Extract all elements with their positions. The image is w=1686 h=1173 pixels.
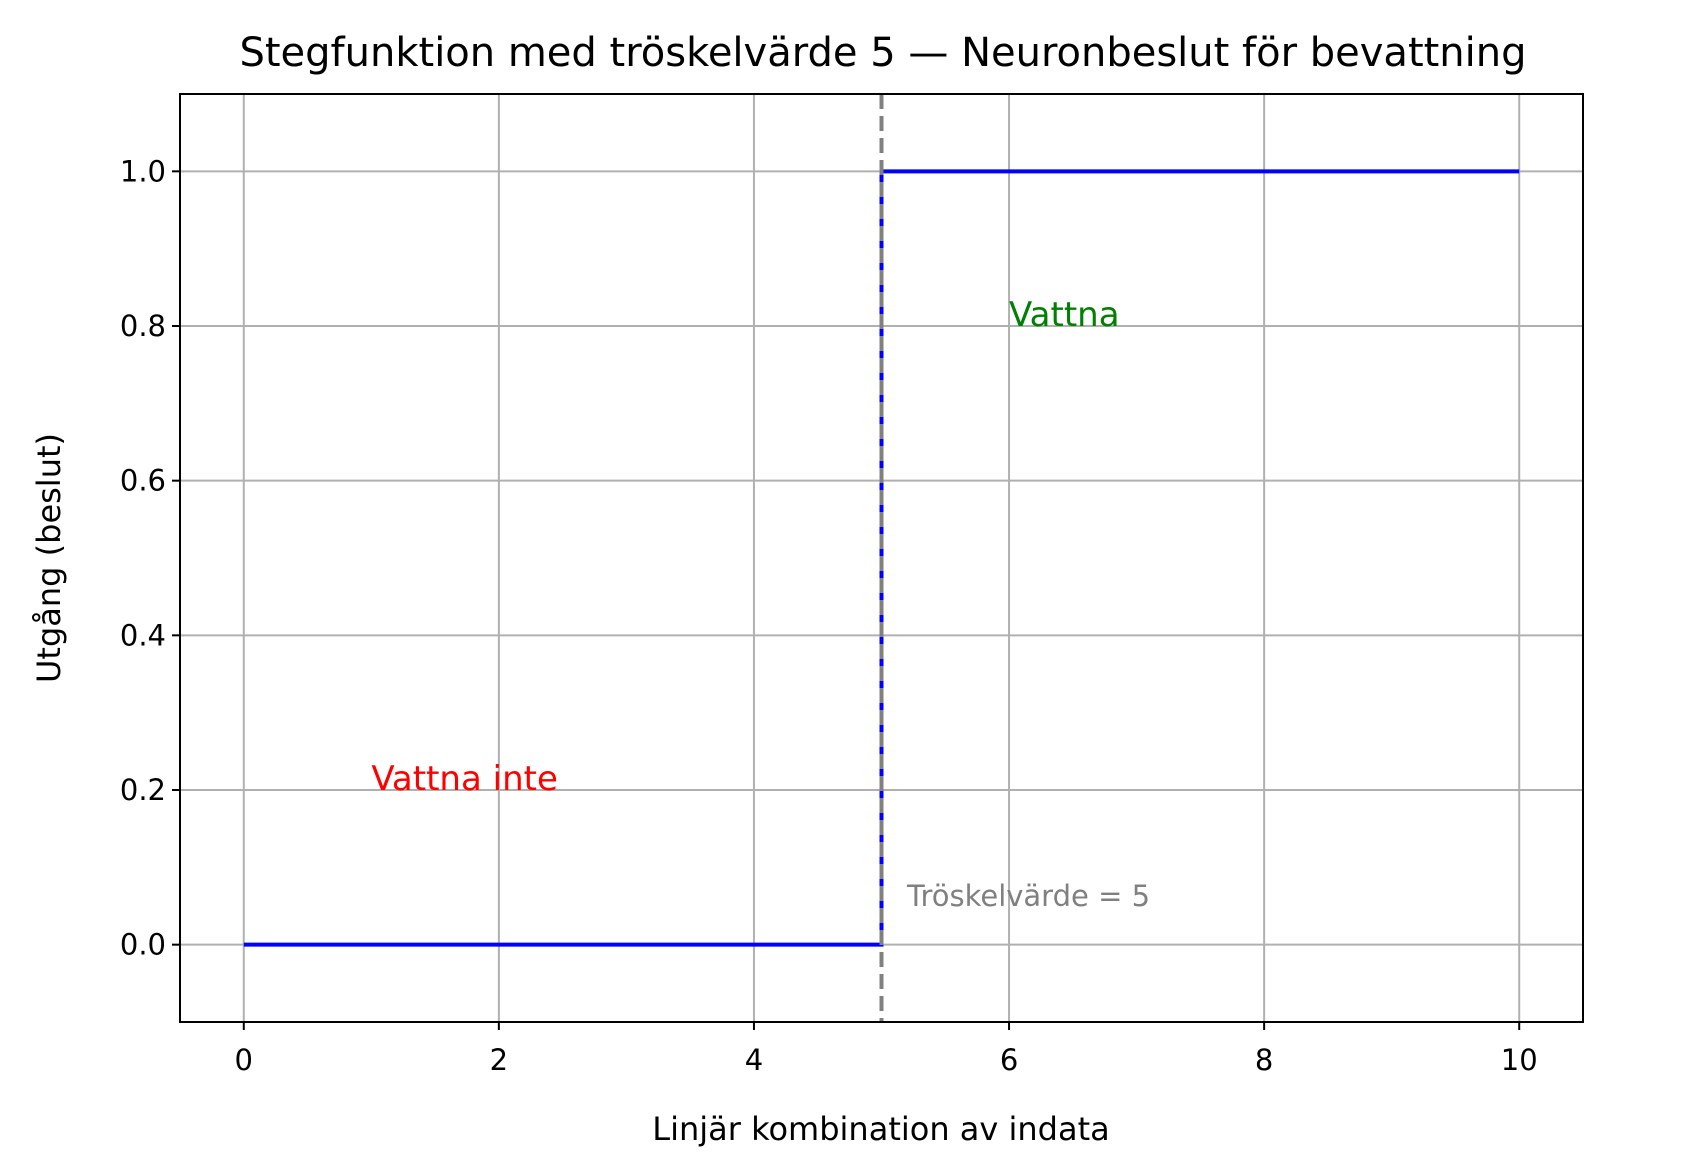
- x-tick-label: 6: [1000, 1043, 1018, 1077]
- y-axis-label: Utgång (beslut): [30, 433, 68, 683]
- x-tick-label: 4: [745, 1043, 763, 1077]
- annotation-text: Vattna: [1009, 295, 1119, 335]
- x-tick-label: 0: [235, 1043, 253, 1077]
- y-tick-label: 1.0: [120, 154, 166, 188]
- y-tick-label: 0.6: [120, 464, 166, 498]
- annotation-text: Tröskelvärde = 5: [906, 879, 1150, 913]
- y-tick-label: 0.4: [120, 618, 166, 652]
- y-tick-label: 0.0: [120, 928, 166, 962]
- x-tick-label: 2: [490, 1043, 508, 1077]
- annotations: Vattna Vattna inte Tröskelvärde = 5: [371, 295, 1150, 913]
- axes-frame: [179, 93, 1584, 1023]
- chart-title: Stegfunktion med tröskelvärde 5 — Neuron…: [239, 30, 1526, 76]
- x-tick-label: 8: [1255, 1043, 1273, 1077]
- ticks: 0 2 4 6 8 10 0.0 0.2 0.4 0.6 0.8 1.0: [120, 154, 1538, 1077]
- y-tick-label: 0.8: [120, 309, 166, 343]
- x-tick-label: 10: [1501, 1043, 1538, 1077]
- x-axis-label: Linjär kombination av indata: [652, 1110, 1110, 1148]
- series-layer: [243, 94, 1520, 1022]
- annotation-text: Vattna inte: [371, 759, 558, 799]
- y-tick-label: 0.2: [120, 773, 166, 807]
